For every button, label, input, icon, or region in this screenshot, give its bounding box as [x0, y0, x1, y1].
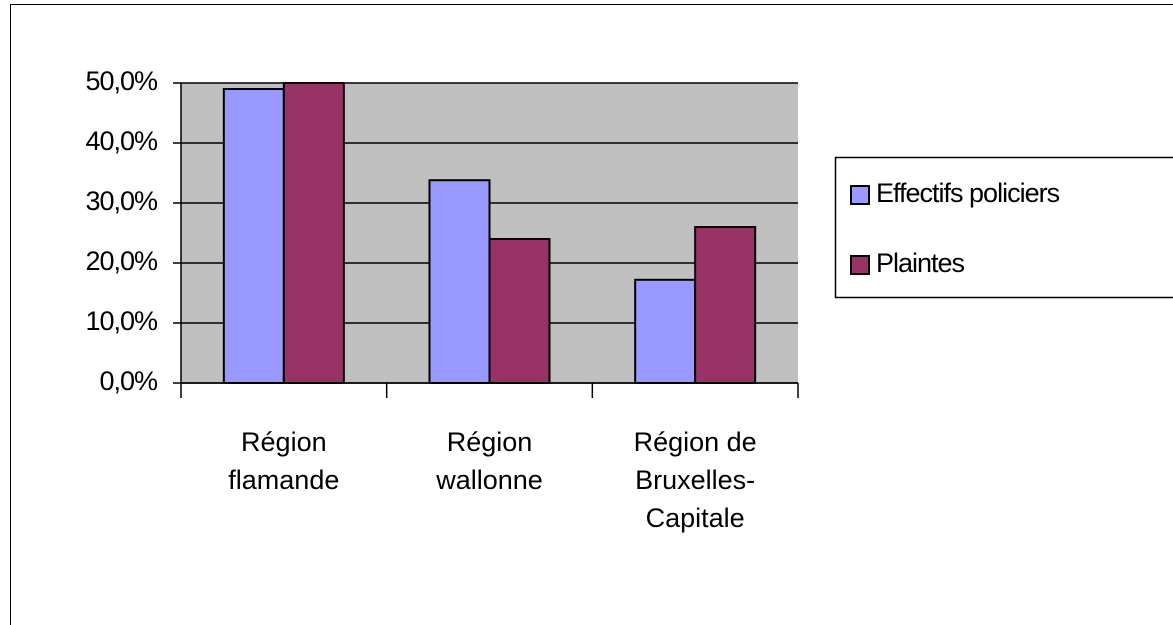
bar	[634, 278, 697, 384]
x-tick-label: Région wallonne	[436, 427, 543, 495]
legend-swatch	[850, 255, 870, 275]
legend-label: Plaintes	[876, 248, 965, 278]
y-tick-label: 50,0%	[85, 66, 158, 96]
x-tick-label-box: Région flamande	[228, 427, 340, 495]
legend-swatch	[850, 185, 870, 205]
x-tick-label: Région flamande	[228, 427, 340, 495]
y-tick-label: 40,0%	[85, 126, 158, 156]
bar	[428, 179, 491, 384]
y-tick-label: 20,0%	[85, 246, 158, 276]
y-tick-label: 0,0%	[99, 366, 158, 396]
x-tick-label: Région de Bruxelles-Capitale	[633, 427, 757, 533]
x-tick-label-box: Région wallonne	[436, 427, 543, 495]
y-tick-label: 10,0%	[85, 306, 158, 336]
legend	[834, 156, 1173, 299]
bar	[222, 88, 285, 384]
bar	[694, 226, 757, 384]
legend-label: Effectifs policiers	[876, 178, 1060, 208]
bar	[282, 82, 345, 384]
x-tick-label-box: Région de Bruxelles-Capitale	[633, 427, 757, 533]
bar	[488, 238, 551, 384]
y-tick-label: 30,0%	[85, 186, 158, 216]
